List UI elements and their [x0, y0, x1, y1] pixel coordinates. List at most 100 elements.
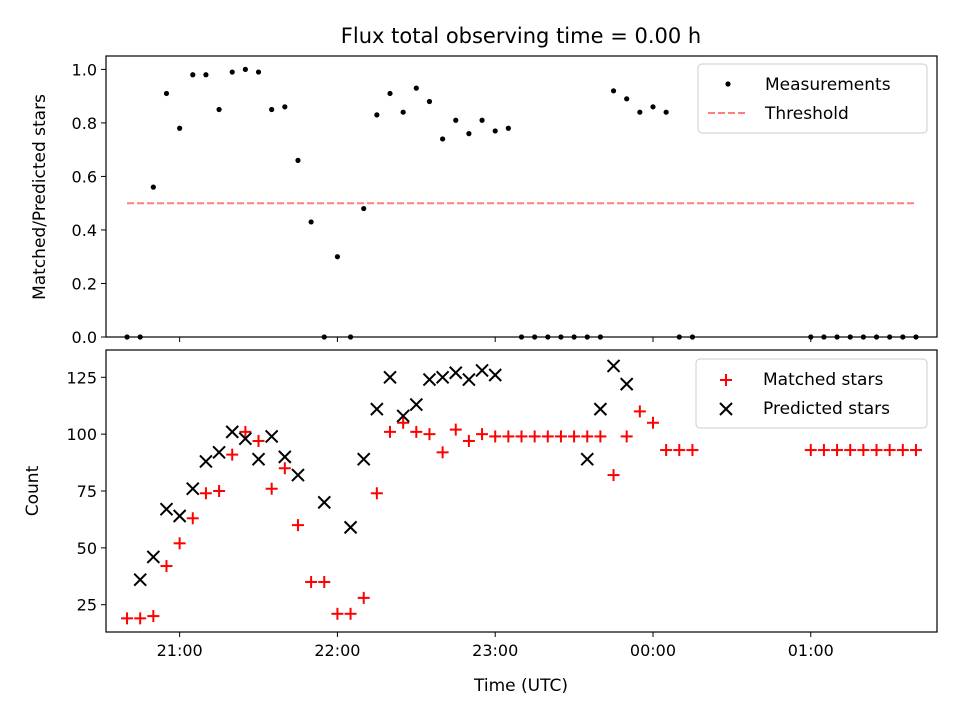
predicted-point [580, 452, 594, 466]
y-tick-label: 125 [66, 368, 97, 387]
measurement-point [216, 106, 222, 113]
measurement-point [387, 90, 393, 97]
measurement-point [426, 98, 433, 105]
matched-point [357, 591, 370, 604]
matched-point [673, 444, 686, 457]
legend-matched-marker [720, 374, 732, 386]
matched-point [541, 430, 554, 443]
measurement-point [637, 109, 643, 115]
matched-point [370, 487, 383, 500]
predicted-point [370, 402, 384, 416]
matched-point [857, 444, 870, 457]
matched-point [476, 428, 489, 441]
bottom-axes-frame [105, 349, 938, 633]
matched-point [173, 537, 186, 550]
predicted-point [172, 509, 187, 523]
measurement-point [203, 72, 209, 78]
matched-point [449, 423, 462, 436]
predicted-point [449, 366, 463, 380]
predicted-point [251, 452, 266, 466]
y-tick-label: 0.2 [72, 274, 97, 293]
top-legend: Measurements Threshold [697, 63, 928, 134]
x-tick-label: 21:00 [157, 641, 203, 660]
matched-point [489, 430, 502, 443]
predicted-point [396, 409, 410, 423]
matched-point [423, 428, 436, 441]
bottom-y-axis-label: Count [23, 465, 43, 516]
x-tick-label: 23:00 [472, 641, 518, 660]
matched-point [344, 607, 357, 620]
matched-point [831, 444, 844, 457]
measurement-point [255, 69, 262, 75]
matched-point [252, 434, 265, 447]
matched-point [817, 444, 830, 457]
measurement-point [163, 90, 170, 97]
y-tick-label: 1.0 [72, 60, 97, 79]
legend-matched-label: Matched stars [763, 370, 883, 390]
bottom-legend-frame [695, 358, 928, 429]
predicted-point [462, 372, 476, 387]
predicted-point [199, 454, 213, 469]
predicted-point [343, 520, 358, 535]
measurement-point [361, 205, 367, 212]
measurement-point [466, 131, 472, 137]
measurement-point [190, 72, 196, 78]
measurement-point [610, 88, 617, 94]
predicted-point [264, 429, 279, 444]
matched-point [581, 430, 594, 443]
measurement-point [440, 136, 446, 142]
matched-point [528, 430, 541, 443]
matched-point [870, 444, 883, 457]
matched-point [515, 430, 528, 443]
measurement-point [150, 184, 156, 190]
predicted-point [357, 452, 371, 466]
measurement-point [229, 69, 235, 75]
legend-predicted-label: Predicted stars [763, 399, 890, 419]
measurement-point [308, 219, 314, 225]
predicted-point [317, 495, 331, 510]
predicted-point [422, 372, 437, 387]
predicted-point [409, 397, 424, 412]
predicted-point [291, 468, 305, 482]
matched-point [199, 487, 212, 500]
matched-point [226, 448, 239, 461]
matched-point [896, 444, 909, 457]
predicted-point [186, 482, 200, 496]
predicted-point [619, 377, 634, 391]
top-y-axis-label: Matched/Predicted stars [30, 94, 50, 300]
x-tick-label: 00:00 [630, 641, 676, 660]
measurement-point [492, 128, 498, 134]
matched-point [883, 444, 896, 457]
y-tick-label: 100 [66, 425, 97, 444]
predicted-point [212, 445, 226, 460]
y-tick-label: 50 [77, 539, 97, 558]
matched-point [436, 446, 449, 459]
predicted-point [383, 370, 397, 384]
matched-point [844, 444, 857, 457]
predicted-point [593, 402, 608, 416]
predicted-point [488, 368, 502, 382]
measurement-point [663, 109, 669, 115]
matched-point [331, 607, 344, 620]
matched-point [291, 519, 304, 532]
bottom-panel: 25 50 75 100 125 21:00 22:00 23:00 00:00 01:00 C… [23, 349, 938, 696]
measurement-point [242, 66, 248, 72]
measurement-point [269, 106, 275, 113]
x-axis-label: Time (UTC) [473, 676, 568, 696]
matched-point [213, 485, 226, 497]
y-tick-label: 75 [77, 482, 97, 501]
matched-point [620, 430, 633, 443]
matched-point [686, 444, 699, 457]
predicted-point [435, 370, 450, 384]
bottom-y-axis-ticks: 25 50 75 100 125 [66, 368, 106, 615]
predicted-point [475, 363, 489, 378]
matched-point [594, 430, 607, 443]
matched-point [305, 575, 318, 588]
y-tick-label: 0.8 [72, 114, 97, 133]
matched-point [147, 610, 160, 623]
matched-point [804, 444, 817, 457]
top-panel: 0.0 0.2 0.4 0.6 0.8 1.0 Matched/Predicted sta… [30, 55, 938, 347]
measurement-point [334, 254, 341, 260]
measurement-point [295, 157, 301, 163]
matched-point [462, 434, 475, 447]
